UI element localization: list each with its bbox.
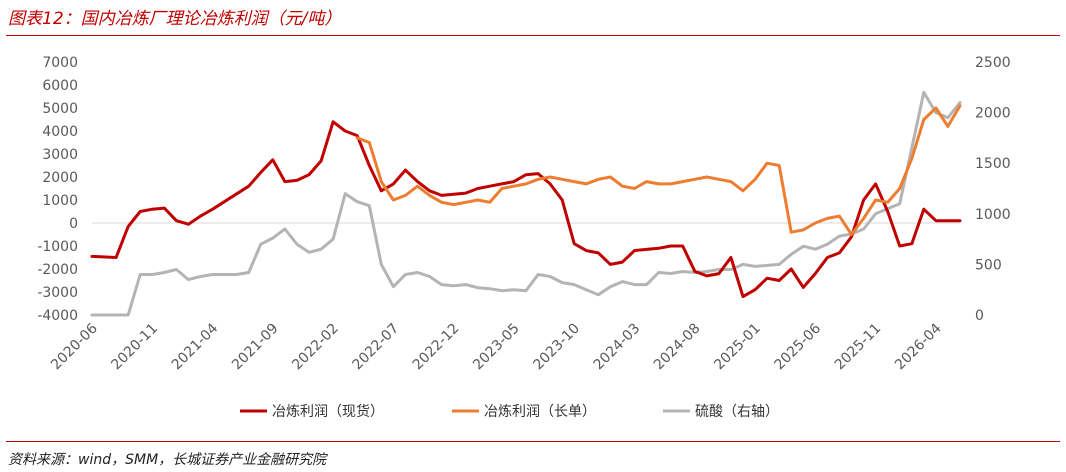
x-tick: 2024-03 (591, 321, 644, 374)
x-tick: 2024-08 (651, 321, 704, 374)
x-tick: 2025-06 (771, 320, 824, 373)
y-right-tick: 0 (975, 308, 984, 324)
legend-label-spot: 冶炼利润（现货） (272, 403, 384, 420)
y-left-tick: 3000 (42, 147, 78, 163)
chart-title: 图表12：国内冶炼厂理论冶炼利润（元/吨） (8, 9, 342, 29)
series-acid-price (90, 90, 962, 317)
x-tick: 2020-11 (108, 321, 161, 374)
y-left-tick: 4000 (42, 124, 78, 140)
y-right-tick: 1000 (975, 207, 1011, 223)
x-tick: 2021-09 (229, 321, 282, 374)
title-divider (6, 35, 1060, 36)
footer-divider (6, 441, 1060, 442)
x-tick: 2025-01 (711, 321, 764, 374)
y-left-tick: 6000 (42, 78, 78, 94)
x-tick: 2021-04 (169, 320, 222, 373)
series-long-profit (355, 104, 962, 236)
x-tick: 2020-06 (48, 320, 101, 373)
x-tick: 2025-11 (832, 321, 885, 374)
x-tick: 2023-05 (470, 321, 523, 374)
source-note: 资料来源：wind，SMM，长城证券产业金融研究院 (8, 452, 327, 468)
series-spot-profit (90, 120, 962, 299)
legend-label-long: 冶炼利润（长单） (484, 404, 596, 420)
y-left-tick: 1000 (42, 193, 78, 209)
legend-label-acid: 硫酸（右轴） (695, 404, 779, 420)
x-tick: 2023-10 (530, 321, 583, 374)
y-left-tick: 0 (69, 216, 78, 232)
y-left-tick: -4000 (37, 308, 78, 324)
y-right-tick: 1500 (975, 156, 1011, 172)
y-right-tick: 500 (975, 257, 1002, 273)
y-left-tick: 5000 (42, 101, 78, 117)
x-tick: 2022-12 (410, 321, 463, 374)
y-left-tick: -1000 (37, 239, 78, 255)
y-left-tick: -3000 (37, 285, 78, 301)
y-left-tick: -2000 (37, 262, 78, 278)
y-right-tick: 2000 (975, 106, 1011, 122)
x-tick: 2026-04 (892, 320, 945, 373)
series-layer (90, 90, 962, 317)
chart-svg: -4000 -3000 -2000 -1000 0 1000 2000 3000 4000 500… (37, 55, 1011, 420)
y-left-tick: 2000 (42, 170, 78, 186)
y-left-tick: 7000 (42, 55, 78, 71)
legend: 冶炼利润（现货） 冶炼利润（长单） 硫酸（右轴） (240, 403, 779, 420)
x-tick: 2022-07 (350, 321, 403, 374)
y-right-tick: 2500 (975, 55, 1011, 71)
x-tick: 2022-02 (289, 321, 342, 374)
